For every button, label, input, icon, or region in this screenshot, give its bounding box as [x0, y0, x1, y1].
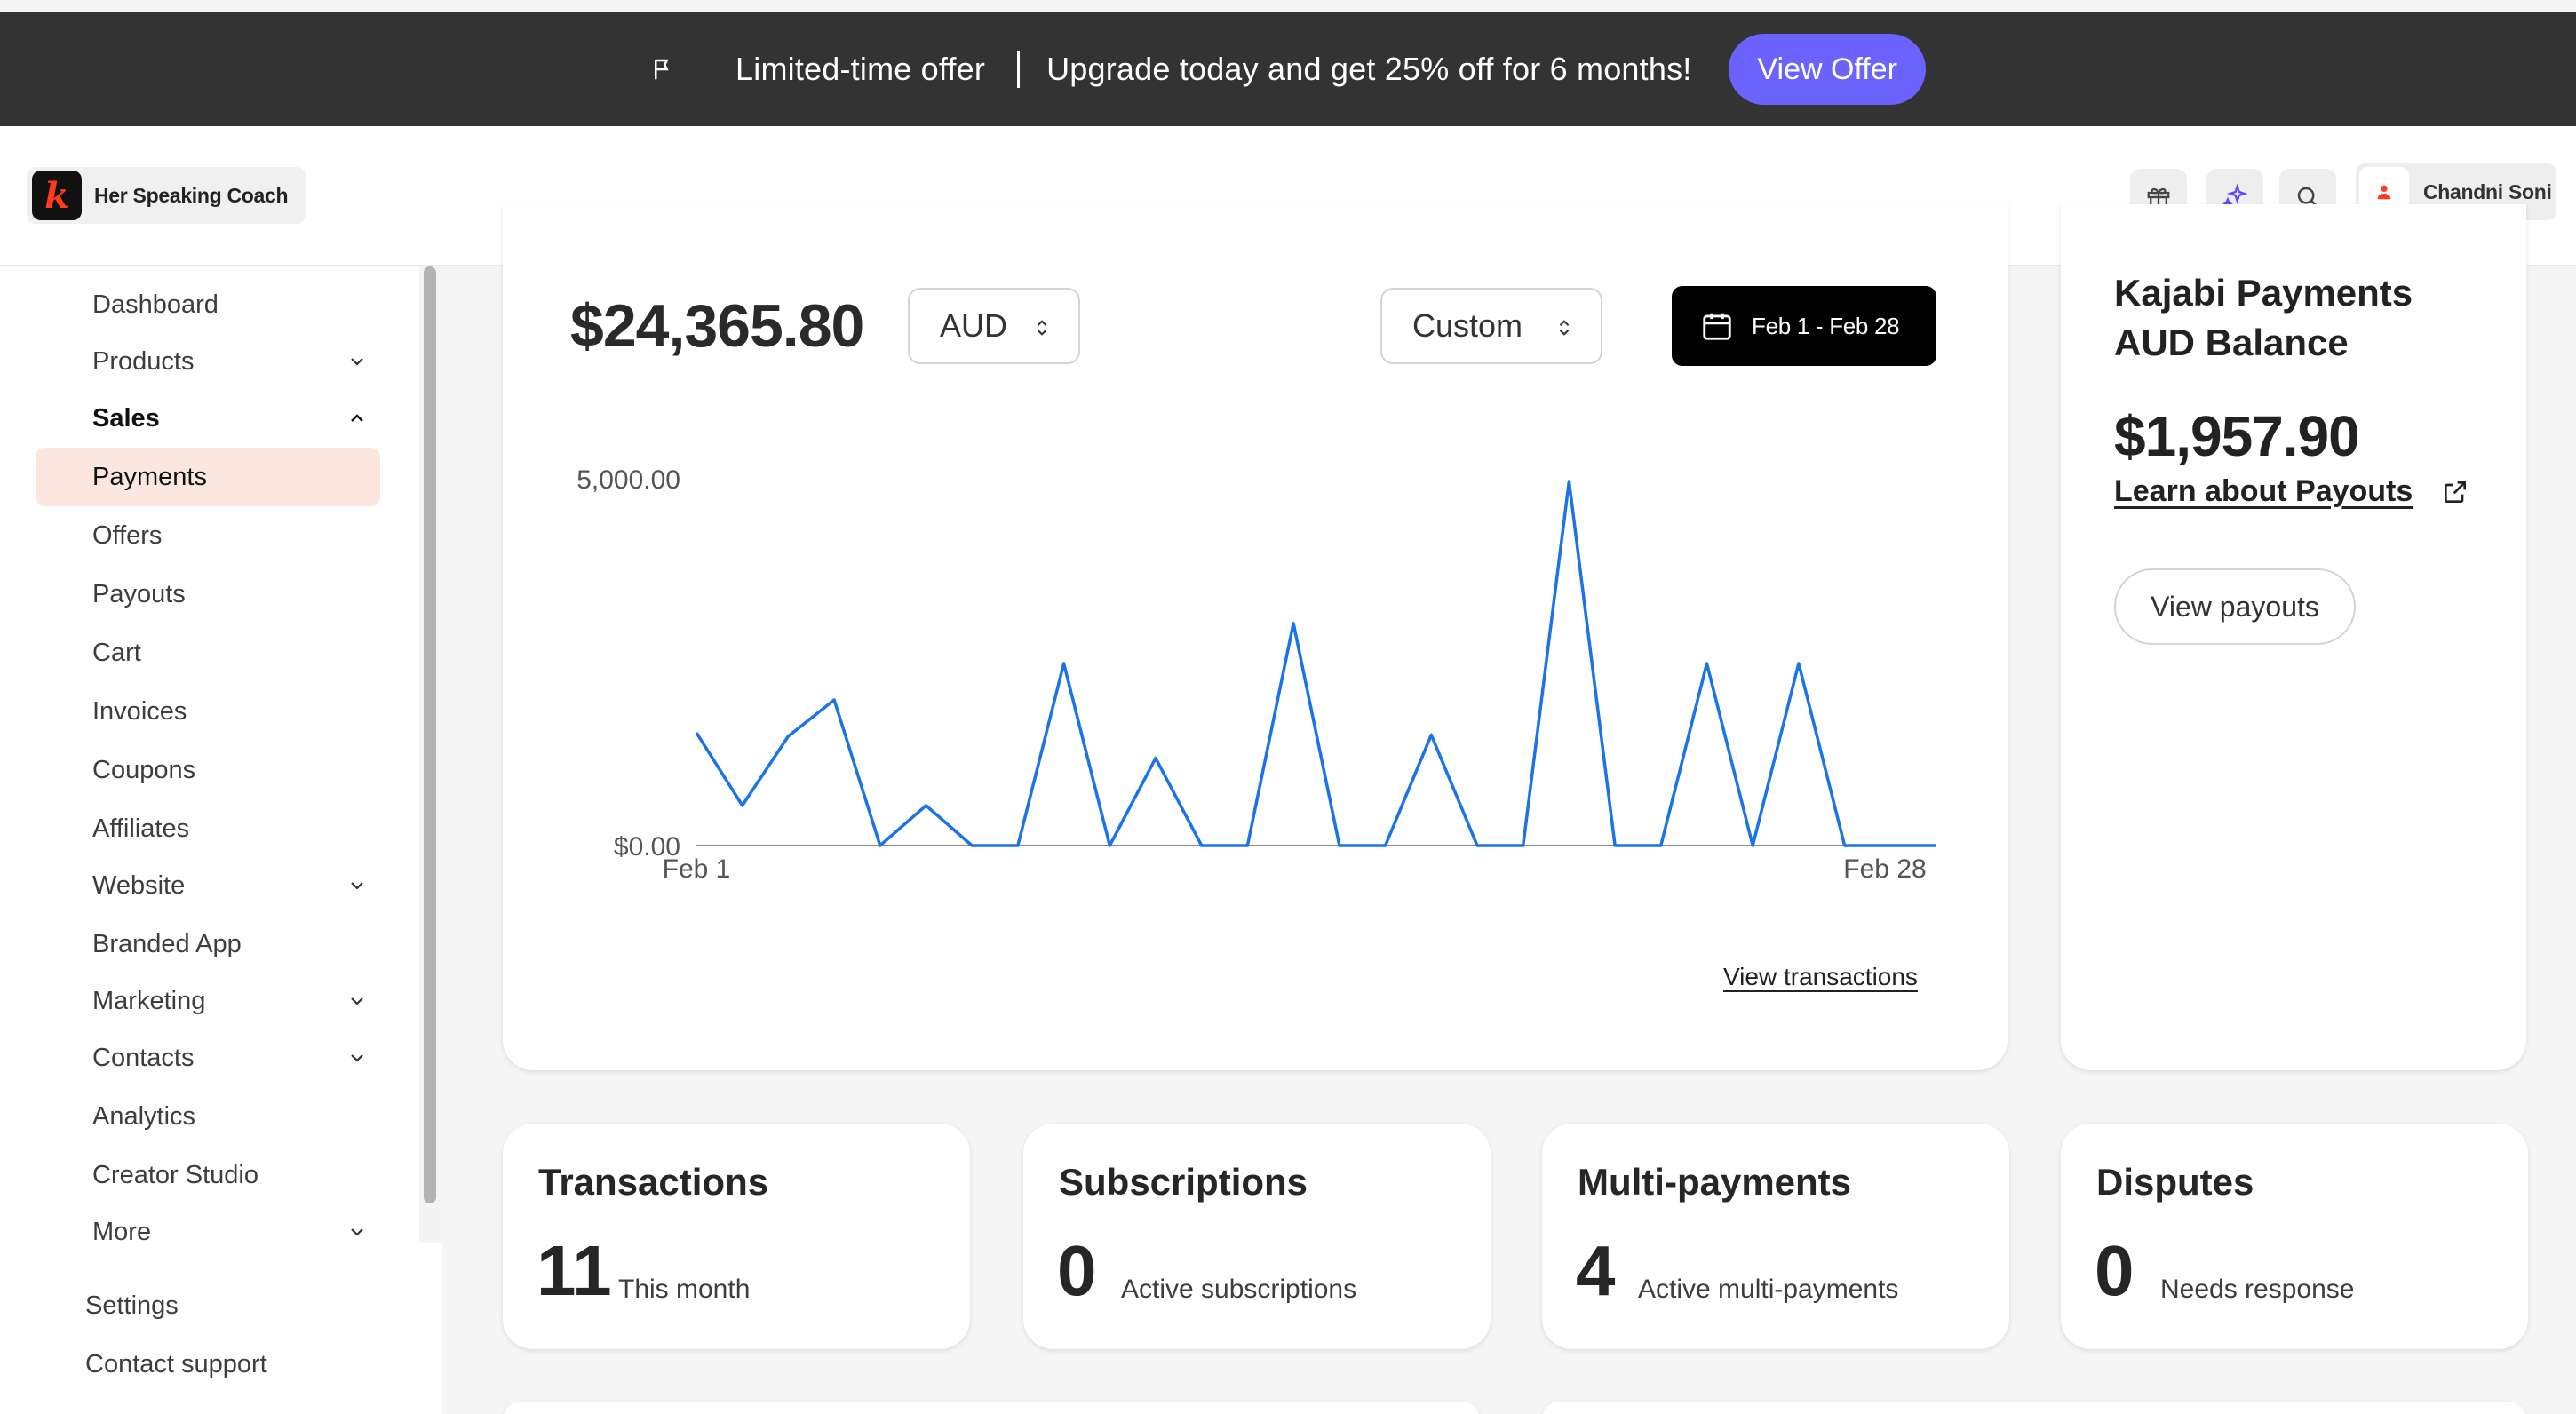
- view-transactions-link[interactable]: View transactions: [1723, 963, 1918, 990]
- sidebar-item-label: Payouts: [92, 579, 186, 608]
- sidebar-item-label: Payments: [92, 462, 207, 491]
- sidebar-item-label: Branded App: [92, 929, 242, 958]
- sidebar-item-creator-studio[interactable]: Creator Studio: [36, 1146, 380, 1204]
- promo-title: Limited-time offer: [735, 51, 986, 87]
- sidebar-item-label: Products: [92, 346, 195, 376]
- sidebar-item-marketing[interactable]: Marketing: [36, 972, 380, 1030]
- y-tick-label: 5,000.00: [576, 465, 680, 495]
- sidebar-item-label: Contacts: [92, 1043, 195, 1072]
- stat-subtitle: Active subscriptions: [1121, 1275, 1357, 1304]
- stat-subtitle: Needs response: [2160, 1275, 2355, 1304]
- learn-about-payouts-link[interactable]: Learn about Payouts: [2114, 474, 2413, 508]
- balance-amount: $1,957.90: [2114, 404, 2360, 468]
- user-name: Chandni Soni: [2423, 179, 2552, 203]
- sidebar-item-cart[interactable]: Cart: [36, 624, 380, 682]
- promo-message: Upgrade today and get 25% off for 6 mont…: [1046, 51, 1692, 87]
- sidebar-item-label: Invoices: [92, 696, 187, 726]
- sidebar-item-offers[interactable]: Offers: [36, 506, 380, 565]
- stat-card-multi-payments[interactable]: Multi-payments 4 Active multi-payments: [1542, 1124, 2009, 1349]
- brand-name: Her Speaking Coach: [94, 183, 289, 207]
- sidebar-item-label: More: [92, 1217, 152, 1246]
- sidebar-item-branded-app[interactable]: Branded App: [36, 915, 380, 973]
- stat-title: Transactions: [538, 1161, 769, 1203]
- date-range-button[interactable]: Feb 1 - Feb 28: [1672, 286, 1936, 366]
- sidebar-item-label: Dashboard: [92, 290, 219, 319]
- sidebar-item-more[interactable]: More: [36, 1203, 380, 1261]
- chevron-updown-icon: [1559, 320, 1570, 336]
- stat-number: 4: [1576, 1231, 1616, 1310]
- chevron-down-icon: [351, 997, 363, 1005]
- stat-title: Multi-payments: [1578, 1161, 1852, 1203]
- stat-number: 0: [2095, 1231, 2135, 1310]
- sidebar-item-label: Website: [92, 870, 186, 900]
- sidebar-item-contacts[interactable]: Contacts: [36, 1029, 380, 1087]
- next-card-edge: [503, 1402, 1480, 1414]
- sidebar-item-label: Coupons: [92, 755, 196, 784]
- sidebar-item-label: Analytics: [92, 1101, 196, 1131]
- promo-divider: [1017, 51, 1021, 88]
- sidebar-item-payouts[interactable]: Payouts: [36, 565, 380, 624]
- x-tick-label: Feb 28: [1843, 854, 1926, 884]
- sidebar-item-dashboard[interactable]: Dashboard: [36, 275, 380, 334]
- sidebar-item-affiliates[interactable]: Affiliates: [36, 799, 380, 858]
- chevron-updown-icon: [1037, 320, 1047, 336]
- x-tick-label: Feb 1: [663, 854, 731, 884]
- stat-number: 0: [1057, 1231, 1097, 1310]
- user-icon: [2377, 185, 2391, 200]
- sidebar-item-label: Marketing: [92, 986, 206, 1015]
- sidebar-item-label: Affiliates: [92, 814, 190, 843]
- sidebar-item-invoices[interactable]: Invoices: [36, 682, 380, 741]
- range-mode-select[interactable]: Custom: [1380, 288, 1602, 364]
- chevron-down-icon: [351, 1054, 363, 1062]
- stat-title: Subscriptions: [1059, 1161, 1308, 1203]
- chevron-up-icon: [351, 414, 363, 422]
- view-offer-button[interactable]: View Offer: [1729, 34, 1926, 105]
- sidebar-settings-link[interactable]: Settings: [85, 1291, 179, 1320]
- revenue-series-line: [695, 480, 1936, 847]
- date-range-label: Feb 1 - Feb 28: [1752, 312, 1900, 339]
- currency-select[interactable]: AUD: [908, 288, 1080, 364]
- chevron-down-icon: [351, 1228, 363, 1236]
- sidebar-item-label: Sales: [92, 403, 160, 433]
- range-mode-value: Custom: [1412, 307, 1523, 344]
- sidebar-item-label: Creator Studio: [92, 1160, 258, 1189]
- revenue-amount: $24,365.80: [570, 292, 864, 360]
- balance-title: Kajabi Payments AUD Balance: [2114, 272, 2413, 363]
- stat-number: 11: [537, 1231, 612, 1310]
- sidebar-item-sales[interactable]: Sales: [36, 389, 380, 448]
- stat-card-transactions[interactable]: Transactions 11 This month: [503, 1124, 970, 1349]
- brand-logo: k: [32, 171, 82, 220]
- stat-card-disputes[interactable]: Disputes 0 Needs response: [2061, 1124, 2528, 1349]
- revenue-line-chart: 5,000.00 $0.00 Feb 1 Feb 28: [576, 465, 1936, 884]
- calendar-icon: [1703, 313, 1731, 340]
- promo-banner: Limited-time offer Upgrade today and get…: [0, 12, 2576, 126]
- sidebar-item-label: Cart: [92, 638, 141, 667]
- sidebar-item-analytics[interactable]: Analytics: [36, 1087, 380, 1146]
- next-card-edge: [1542, 1402, 2526, 1414]
- sidebar-item-payments[interactable]: Payments: [36, 448, 380, 506]
- y-tick-label: $0.00: [614, 832, 680, 862]
- sidebar-scrollbar-thumb[interactable]: [424, 266, 436, 1203]
- currency-value: AUD: [940, 307, 1008, 344]
- stat-title: Disputes: [2096, 1161, 2254, 1203]
- sidebar-item-products[interactable]: Products: [36, 332, 380, 391]
- flag-icon: [655, 59, 669, 80]
- chevron-down-icon: [351, 882, 363, 890]
- stat-subtitle: This month: [618, 1275, 751, 1304]
- stat-card-subscriptions[interactable]: Subscriptions 0 Active subscriptions: [1023, 1124, 1491, 1349]
- sidebar-item-website[interactable]: Website: [36, 856, 380, 915]
- view-payouts-button[interactable]: View payouts: [2114, 568, 2356, 645]
- site-switcher[interactable]: k Her Speaking Coach: [27, 167, 306, 224]
- external-link-icon[interactable]: [2441, 478, 2469, 506]
- stat-subtitle: Active multi-payments: [1638, 1275, 1899, 1304]
- chevron-down-icon: [351, 358, 363, 366]
- sidebar-item-coupons[interactable]: Coupons: [36, 741, 380, 799]
- sidebar-item-label: Offers: [92, 520, 163, 550]
- sidebar-contact-support-link[interactable]: Contact support: [85, 1350, 267, 1378]
